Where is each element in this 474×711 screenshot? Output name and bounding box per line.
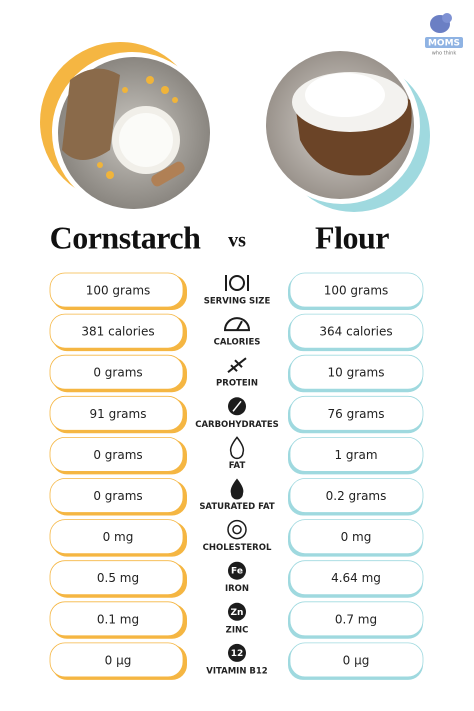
icon-cholesterol-inner (232, 524, 242, 535)
comparison-row: 381 calories 364 calories CALORIES (49, 313, 424, 352)
left-value: 0.5 mg (97, 571, 139, 585)
left-pill (49, 313, 184, 349)
comparison-rows: 100 grams 100 grams SERVING SIZE 381 calori… (49, 272, 424, 680)
nutrient-icon-text: Zn (231, 608, 244, 618)
icon-gauge (223, 317, 251, 332)
right-pill (289, 642, 424, 678)
right-title: Flour (315, 219, 389, 255)
left-value: 381 calories (81, 325, 154, 339)
nutrient-label: CALORIES (214, 338, 261, 348)
nutrient-label: FAT (229, 461, 246, 471)
nutrient-icon-text: Fe (231, 567, 243, 577)
left-pill (49, 272, 184, 308)
left-title: Cornstarch (50, 219, 202, 255)
right-pill (289, 519, 424, 554)
nutrient-label: VITAMIN B12 (206, 666, 268, 676)
comparison-row: 0 mg 0 mg CHOLESTEROL (49, 519, 424, 557)
comparison-row: 0 grams 1 gram FAT (49, 436, 424, 475)
comparison-row: 0.1 mg 0.7 mg Zn ZINC (49, 601, 424, 639)
nutrient-label: SERVING SIZE (204, 297, 271, 307)
right-pill (289, 272, 424, 308)
right-value: 0.2 grams (326, 489, 387, 503)
right-value: 4.64 mg (331, 571, 381, 585)
logo-tagline: who think (432, 51, 457, 57)
right-pill (289, 560, 424, 596)
left-value: 0 grams (93, 366, 142, 380)
logo: MOMS who think (425, 13, 463, 57)
left-value: 0 µg (105, 653, 132, 667)
icon-drop-dark (230, 478, 244, 500)
right-pill (289, 478, 424, 513)
right-value: 76 grams (328, 407, 385, 421)
right-pill (289, 354, 424, 390)
nutrient-icon (228, 643, 246, 662)
comparison-row: 0 grams 0.2 grams SATURATED FAT (49, 478, 424, 516)
comparison-row: 0.5 mg 4.64 mg Fe IRON (49, 560, 424, 598)
right-value: 0.7 mg (335, 612, 377, 626)
right-value: 1 gram (334, 448, 377, 462)
left-pill (49, 436, 184, 472)
left-value: 0 grams (93, 489, 142, 503)
right-pill (289, 601, 424, 637)
left-value: 91 grams (90, 407, 147, 421)
comparison-row: 0 µg 0 µg 12 VITAMIN B12 (49, 642, 424, 680)
icon-plate (229, 275, 245, 291)
vs-label: vs (228, 230, 246, 252)
right-value: 100 grams (324, 284, 389, 298)
comparison-row: 100 grams 100 grams SERVING SIZE (49, 272, 424, 310)
right-value: 0 mg (341, 530, 372, 544)
nutrient-label: CARBOHYDRATES (195, 420, 279, 430)
nutrient-label: PROTEIN (216, 379, 258, 389)
left-pill (49, 560, 184, 596)
right-value: 10 grams (328, 366, 385, 380)
left-pill (49, 395, 184, 431)
nutrient-label: SATURATED FAT (199, 502, 275, 512)
left-value: 0 grams (93, 448, 142, 462)
nutrient-label: ZINC (226, 625, 249, 635)
icon-needle (236, 320, 243, 331)
icon-protein (227, 357, 247, 373)
icon-cholesterol (227, 519, 247, 540)
comparison-row: 0 grams 10 grams PROTEIN (49, 354, 424, 393)
icon-drop (229, 436, 245, 460)
left-pill (49, 601, 184, 637)
cornstarch-image (40, 42, 212, 212)
nutrient-label: CHOLESTEROL (203, 543, 272, 553)
left-value: 0 mg (103, 530, 134, 544)
icon-wheat (232, 400, 242, 412)
comparison-row: 91 grams 76 grams CARBOHYDRATES (49, 395, 424, 434)
left-pill (49, 478, 184, 513)
right-value: 364 calories (319, 325, 392, 339)
left-pill (49, 519, 184, 554)
left-pill (49, 642, 184, 678)
right-pill (289, 436, 424, 472)
right-value: 0 µg (343, 653, 370, 667)
nutrient-icon (228, 561, 246, 580)
right-pill (289, 395, 424, 431)
left-value: 100 grams (86, 284, 151, 298)
right-pill (289, 313, 424, 349)
left-value: 0.1 mg (97, 612, 139, 626)
nutrient-icon-text: 12 (231, 649, 244, 659)
left-pill (49, 354, 184, 390)
nutrient-label: IRON (225, 584, 249, 594)
flour-image (264, 48, 430, 212)
nutrient-icon (228, 602, 246, 621)
logo-name: MOMS (428, 39, 460, 49)
